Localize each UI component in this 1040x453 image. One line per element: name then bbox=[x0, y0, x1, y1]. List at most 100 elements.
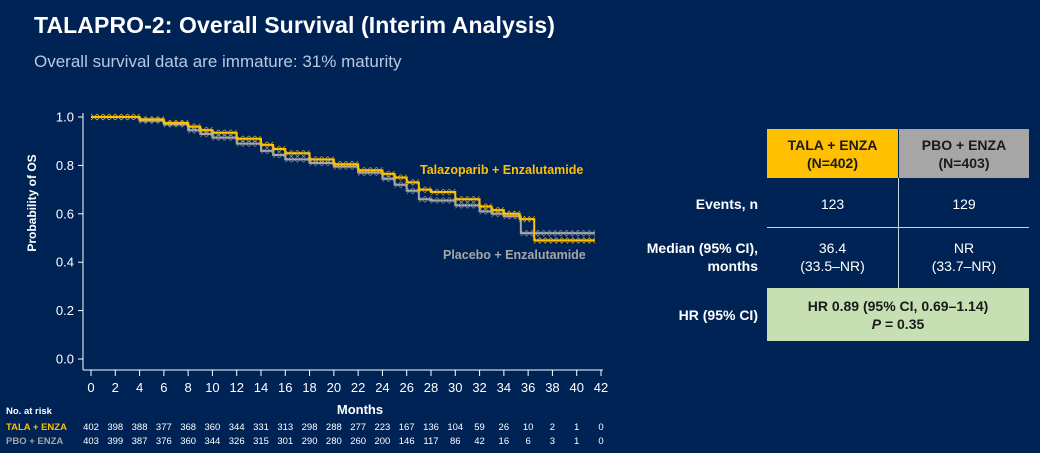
at-risk-tala-value: 1 bbox=[574, 422, 580, 433]
x-tick-label: 34 bbox=[497, 380, 511, 395]
x-tick-label: 14 bbox=[254, 380, 268, 395]
tala-censor-mark bbox=[566, 237, 574, 244]
at-risk-tala-value: 2 bbox=[549, 422, 556, 433]
tala-censor-mark bbox=[461, 195, 468, 203]
at-risk-tala-value: 26 bbox=[498, 422, 510, 433]
row-label-median: Median (95% CI), months bbox=[647, 239, 758, 275]
tala-censor-mark bbox=[491, 206, 499, 214]
at-risk-pbo-value: 0 bbox=[598, 436, 604, 447]
tala-censor-mark bbox=[497, 206, 505, 214]
tala-censor-mark bbox=[278, 145, 286, 153]
tala-censor-mark bbox=[242, 135, 250, 143]
hr-value: HR 0.89 (95% CI, 0.69–1.14) bbox=[807, 297, 989, 314]
at-risk-tala-value: 398 bbox=[107, 422, 124, 433]
tala-censor-mark bbox=[430, 188, 438, 196]
legend-tala: Talazoparib + Enzalutamide bbox=[420, 163, 584, 177]
tala-censor-mark bbox=[550, 237, 557, 244]
row-label-median-line1: Median (95% CI), bbox=[646, 240, 758, 256]
pbo-censor-mark bbox=[442, 197, 450, 204]
at-risk-pbo-value: 403 bbox=[83, 436, 99, 447]
pbo-censor-mark bbox=[588, 229, 596, 237]
tala-censor-mark bbox=[224, 129, 231, 137]
tala-censor-mark bbox=[145, 116, 152, 123]
at-risk-pbo-value: 42 bbox=[474, 436, 485, 447]
y-axis-label: Probability of OS bbox=[25, 154, 39, 252]
tala-censor-mark bbox=[187, 123, 195, 130]
tala-censor-mark bbox=[479, 203, 486, 210]
pbo-censor-mark bbox=[583, 229, 590, 237]
at-risk-tala-value: 277 bbox=[350, 422, 367, 433]
tala-curve bbox=[91, 116, 595, 242]
pbo-censor-mark bbox=[406, 187, 414, 195]
at-risk-pbo-value: 315 bbox=[253, 436, 269, 447]
tala-censor-mark bbox=[212, 129, 219, 137]
x-tick-label: 10 bbox=[205, 380, 219, 395]
at-risk-label-tala: TALA + ENZA bbox=[6, 422, 67, 433]
pbo-curve bbox=[91, 116, 595, 235]
median-tala-ci: (33.5–NR) bbox=[800, 258, 865, 274]
tala-censor-mark bbox=[442, 188, 450, 196]
at-risk-pbo-value: 16 bbox=[498, 436, 510, 447]
tala-censor-mark bbox=[163, 119, 171, 127]
tala-censor-mark bbox=[175, 119, 183, 127]
tala-censor-mark bbox=[513, 210, 521, 218]
median-pbo-ci: (33.7–NR) bbox=[931, 258, 997, 274]
tala-censor-mark bbox=[577, 237, 585, 244]
tala-censor-mark bbox=[309, 156, 316, 163]
tala-censor-mark bbox=[523, 215, 531, 223]
tala-censor-mark bbox=[254, 135, 262, 143]
tala-censor-mark bbox=[572, 237, 579, 244]
at-risk-label-pbo: PBO + ENZA bbox=[6, 436, 64, 447]
y-tick-label: 0.2 bbox=[56, 303, 74, 318]
tala-censor-mark bbox=[406, 179, 414, 186]
at-risk-pbo-value: 117 bbox=[423, 436, 439, 447]
pbo-censor-mark bbox=[278, 151, 286, 159]
pbo-censor-mark bbox=[285, 156, 292, 163]
tala-censor-mark bbox=[157, 116, 165, 123]
at-risk-tala-value: 59 bbox=[474, 422, 485, 433]
tala-censor-mark bbox=[418, 186, 426, 193]
pbo-censor-mark bbox=[212, 134, 219, 141]
at-risk-pbo-value: 290 bbox=[301, 436, 318, 447]
pbo-censor-mark bbox=[412, 187, 420, 195]
at-risk-pbo-value: 1 bbox=[574, 436, 580, 447]
pbo-censor-mark bbox=[473, 202, 480, 209]
pbo-censor-mark bbox=[394, 181, 401, 189]
at-risk-pbo-value: 3 bbox=[549, 436, 556, 447]
tala-censor-mark bbox=[193, 123, 201, 130]
y-tick-label: 1.0 bbox=[56, 110, 74, 125]
x-tick-label: 4 bbox=[136, 380, 143, 395]
tala-censor-mark bbox=[424, 186, 432, 193]
pbo-censor-mark bbox=[424, 195, 432, 203]
column-divider bbox=[898, 178, 899, 288]
pbo-censor-mark bbox=[291, 156, 298, 163]
tala-censor-mark bbox=[303, 150, 310, 157]
x-tick-label: 28 bbox=[424, 380, 438, 395]
tala-censor-mark bbox=[345, 160, 353, 168]
pbo-censor-mark bbox=[461, 202, 468, 209]
at-risk-pbo-value: 260 bbox=[350, 436, 367, 447]
pbo-censor-mark bbox=[577, 229, 584, 237]
pbo-censor-mark bbox=[554, 229, 562, 237]
pbo-censor-mark bbox=[566, 229, 573, 237]
tala-censor-mark bbox=[583, 237, 590, 244]
tala-censor-mark bbox=[351, 160, 359, 168]
tala-censor-mark bbox=[169, 119, 177, 127]
tala-censor-mark bbox=[151, 116, 159, 123]
at-risk-pbo-value: 387 bbox=[131, 436, 148, 447]
at-risk-tala-value: 344 bbox=[228, 422, 245, 433]
tala-censor-mark bbox=[248, 135, 256, 143]
row-label-median-line2: months bbox=[707, 258, 758, 274]
row-divider bbox=[767, 227, 1029, 228]
y-tick-label: 0.6 bbox=[56, 206, 74, 221]
tala-censor-mark bbox=[96, 113, 104, 121]
pbo-censor-mark bbox=[382, 175, 389, 182]
tala-censor-mark bbox=[555, 237, 563, 244]
y-tick-label: 0.4 bbox=[56, 255, 74, 270]
tala-censor-mark bbox=[291, 150, 298, 157]
tala-censor-mark bbox=[561, 237, 568, 244]
tala-censor-mark bbox=[485, 203, 492, 210]
pbo-censor-mark bbox=[520, 229, 527, 237]
tala-censor-mark bbox=[230, 129, 237, 137]
slide-subtitle: Overall survival data are immature: 31% … bbox=[34, 52, 402, 71]
